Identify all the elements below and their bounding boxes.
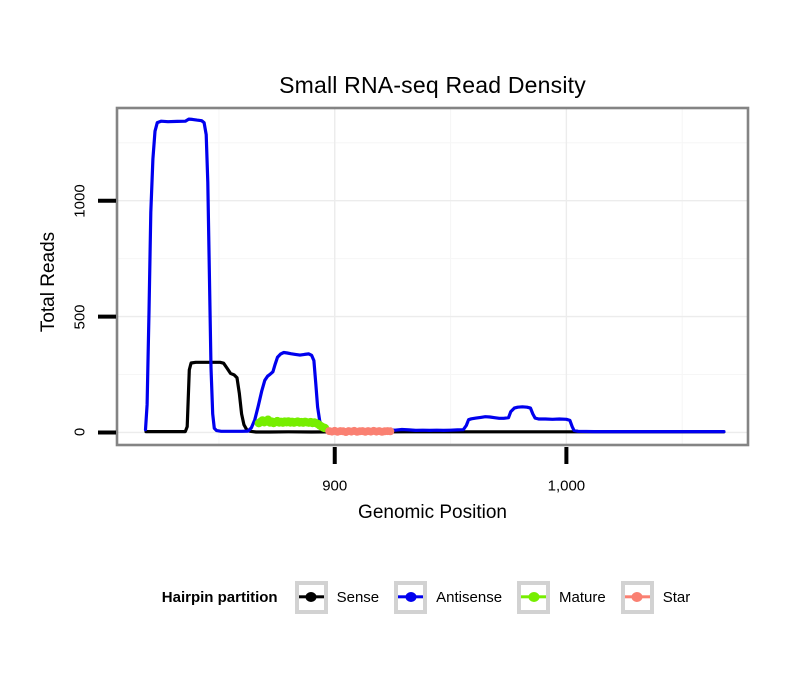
legend-key-dot bbox=[528, 592, 540, 602]
y-tick-label-500: 500 bbox=[71, 304, 89, 330]
series-sense-line bbox=[144, 360, 726, 434]
panel-background bbox=[117, 108, 748, 445]
series-mature-points bbox=[254, 415, 330, 433]
legend-key-star-icon bbox=[620, 580, 654, 614]
legend-key-mature-icon bbox=[517, 580, 551, 614]
legend: Hairpin partition Sense Antisense Mature bbox=[21, 579, 810, 615]
legend-item-star: Star bbox=[620, 580, 691, 614]
legend-item-antisense: Antisense bbox=[394, 580, 503, 614]
legend-item-sense: Sense bbox=[294, 580, 380, 614]
legend-title: Hairpin partition bbox=[161, 588, 278, 606]
legend-label-mature: Mature bbox=[559, 588, 606, 606]
legend-label-sense: Sense bbox=[336, 588, 380, 606]
legend-label-antisense: Antisense bbox=[436, 588, 503, 606]
legend-item-mature: Mature bbox=[517, 580, 606, 614]
legend-key-dot bbox=[405, 592, 417, 602]
legend-key-dot bbox=[305, 592, 317, 602]
chart-title: Small RNA-seq Read Density bbox=[279, 72, 586, 98]
y-tick-label-0: 0 bbox=[71, 428, 89, 437]
legend-key-dot bbox=[631, 592, 643, 602]
y-axis-title: Total Reads bbox=[38, 231, 59, 333]
series-star-points bbox=[325, 426, 395, 436]
x-tick-label-900: 900 bbox=[322, 477, 348, 495]
legend-label-star: Star bbox=[662, 588, 691, 606]
data-point bbox=[386, 427, 395, 436]
legend-key-sense-icon bbox=[294, 580, 328, 614]
y-tick-label-1000: 1000 bbox=[71, 184, 89, 218]
x-tick-label-1000: 1,000 bbox=[547, 477, 586, 495]
x-axis-title: Genomic Position bbox=[358, 502, 507, 523]
panel-border bbox=[115, 106, 750, 447]
legend-key-antisense-icon bbox=[394, 580, 428, 614]
